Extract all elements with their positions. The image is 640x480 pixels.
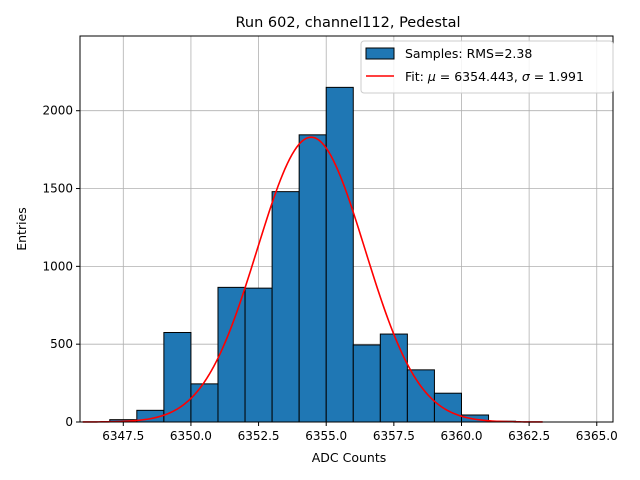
plot-frame — [79, 35, 614, 423]
legend: Samples: RMS=2.38 Fit: μ = 6354.443, σ =… — [360, 40, 614, 94]
fit-curve — [82, 136, 543, 423]
legend-samples-label: Samples: RMS=2.38 — [405, 46, 532, 61]
legend-mu-symbol: μ — [427, 69, 436, 84]
histogram-bar — [244, 287, 273, 423]
histogram-bar — [298, 134, 327, 423]
legend-sigma-symbol: σ — [522, 69, 531, 84]
x-tick-label: 6362.5 — [508, 429, 550, 443]
axis-ticks: 6347.5 6350.0 6352.5 6355.0 6357.5 6360.0 6362… — [42, 104, 617, 443]
histogram-bar — [190, 383, 219, 423]
fit-curve-group — [82, 136, 543, 423]
x-tick-label: 6365.0 — [576, 429, 618, 443]
histogram-bar — [163, 332, 192, 423]
legend-samples-swatch — [365, 47, 395, 60]
legend-fit-end: = 1.991 — [530, 69, 584, 84]
histogram-bar — [352, 344, 381, 423]
y-tick-label: 1000 — [42, 259, 73, 273]
histogram-bar — [271, 191, 300, 423]
legend-fit-mid: = 6354.443, — [436, 69, 522, 84]
x-tick-label: 6352.5 — [238, 429, 280, 443]
y-tick-label: 2000 — [42, 104, 73, 118]
legend-fit-label: Fit: μ = 6354.443, σ = 1.991 — [405, 69, 584, 84]
histogram-bars — [109, 86, 517, 423]
histogram-bar — [379, 333, 408, 423]
y-tick-label: 1500 — [42, 182, 73, 196]
x-tick-label: 6355.0 — [305, 429, 347, 443]
histogram-bar — [433, 392, 462, 423]
legend-box — [360, 40, 614, 94]
x-tick-label: 6350.0 — [170, 429, 212, 443]
histogram-bar — [325, 86, 354, 423]
legend-fit-prefix: Fit: — [405, 69, 428, 84]
chart-title: Run 602, channel112, Pedestal — [235, 15, 460, 31]
y-tick-label: 0 — [65, 415, 73, 429]
x-tick-label: 6357.5 — [373, 429, 415, 443]
y-axis-label: Entries — [14, 207, 29, 251]
histogram-bar — [406, 369, 435, 423]
histogram-bar — [217, 286, 246, 423]
x-tick-label: 6360.0 — [440, 429, 482, 443]
y-tick-label: 500 — [50, 337, 73, 351]
x-axis-label: ADC Counts — [312, 450, 387, 465]
x-tick-label: 6347.5 — [102, 429, 144, 443]
